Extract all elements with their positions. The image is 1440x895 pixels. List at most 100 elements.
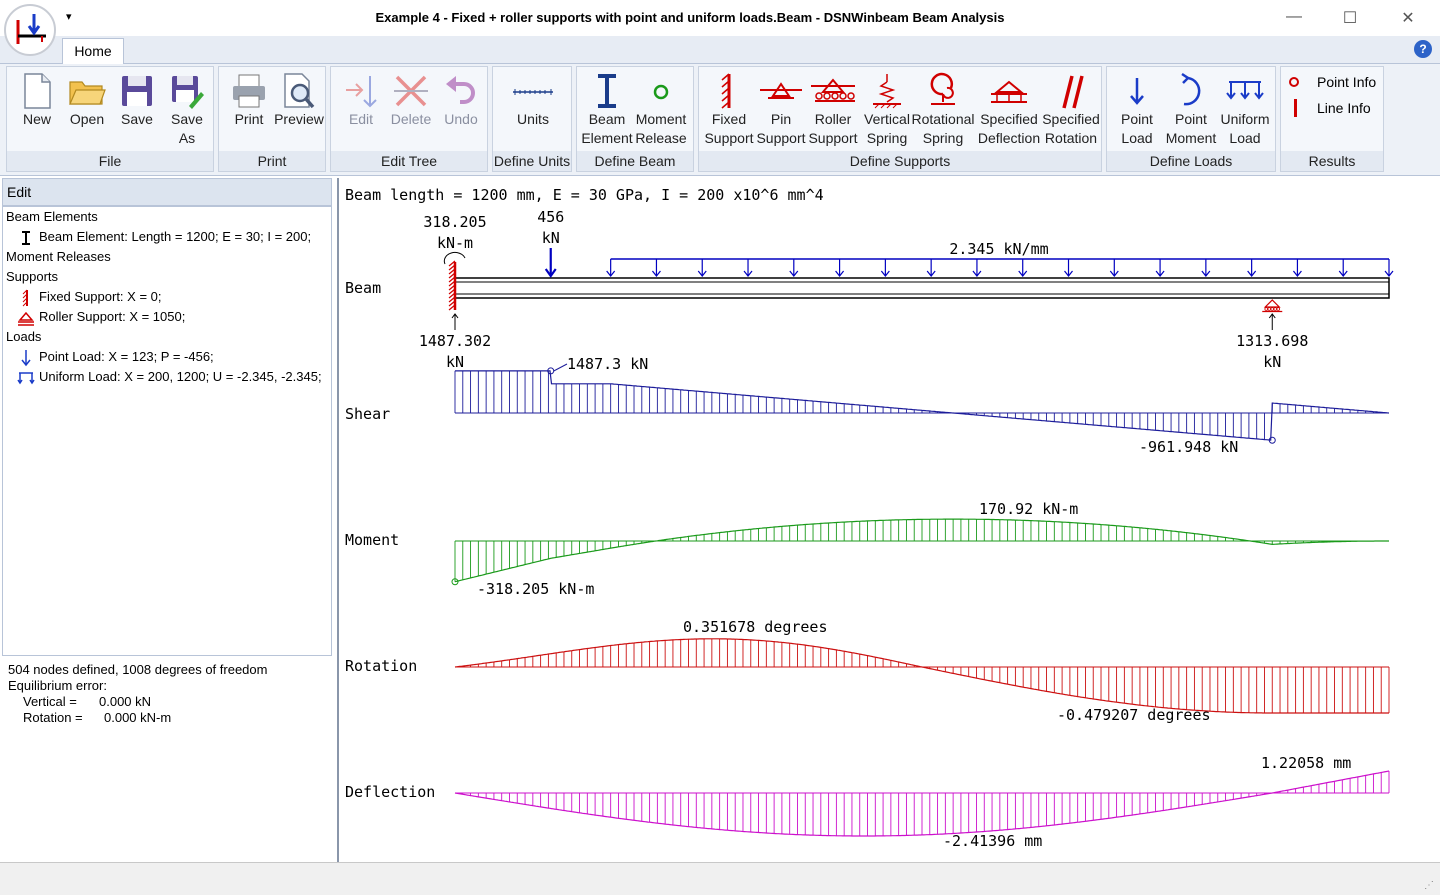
tree-item-roller-support[interactable]: Roller Support: X = 1050;: [17, 307, 185, 327]
row-label-deflection: Deflection: [345, 783, 435, 801]
save-button[interactable]: Save: [111, 69, 163, 149]
left-reaction-unit: kN: [446, 353, 464, 371]
uniform-load-label: Uniform Load: [1220, 111, 1270, 146]
model-tree[interactable]: Beam Elements Beam Element: Length = 120…: [2, 206, 332, 656]
uniform-load-arrow-head: [1201, 270, 1211, 277]
deflection-min-label: -2.41396 mm: [943, 832, 1042, 850]
units-button[interactable]: Units: [507, 69, 559, 149]
vertical-error-label: Vertical =: [23, 694, 77, 709]
fixed-hatch-line: [448, 296, 456, 303]
fixed-hatch-line: [448, 264, 456, 271]
roller-wheel: [1273, 307, 1278, 311]
tree-node-beam-elements[interactable]: Beam Elements: [6, 209, 98, 224]
tree-item-uniform-load[interactable]: Uniform Load: X = 200, 1200; U = -2.345,…: [17, 367, 322, 387]
resize-grip-icon[interactable]: ⋰: [1424, 880, 1434, 891]
point-load-button[interactable]: Point Load: [1111, 69, 1163, 149]
app-menu-button[interactable]: [4, 4, 56, 56]
delete-button[interactable]: Delete: [385, 69, 437, 149]
ribbon-tab-row: Home ?: [0, 36, 1440, 65]
print-preview-icon: [284, 73, 315, 109]
rotation-error-label: Rotation =: [23, 710, 83, 725]
save-label: Save: [121, 111, 153, 127]
equilibrium-error-label: Equilibrium error:: [8, 678, 107, 693]
define-loads-group-label: Define Loads: [1107, 151, 1275, 171]
delete-x-icon: [394, 75, 428, 107]
point-info-button[interactable]: Point Info: [1289, 71, 1376, 93]
left-reaction-value: 1487.302: [419, 332, 491, 350]
rotation-error-value: 0.000 kN-m: [104, 710, 172, 725]
tree-item-beam-element[interactable]: Beam Element: Length = 1200; E = 30; I =…: [17, 227, 311, 247]
uniform-load-arrow-head: [972, 270, 982, 277]
uniform-load-button[interactable]: Uniform Load: [1219, 69, 1271, 149]
specified-deflection-button[interactable]: Specified Deflection: [978, 69, 1040, 149]
uniform-load-arrow-head: [835, 270, 845, 277]
tree-item-fixed-support[interactable]: Fixed Support: X = 0;: [17, 287, 161, 307]
vertical-spring-label: Vertical Spring: [864, 111, 910, 146]
point-moment-button[interactable]: Point Moment: [1165, 69, 1217, 149]
close-button[interactable]: ✕: [1401, 10, 1415, 27]
minimize-button[interactable]: —: [1286, 8, 1302, 25]
point-load-arrow-icon: [21, 349, 31, 366]
help-icon[interactable]: ?: [1414, 40, 1432, 58]
group-file: New Open Save Save As File: [6, 66, 214, 172]
group-results: Point Info Line Info Results: [1280, 66, 1384, 172]
tree-item-point-load[interactable]: Point Load: X = 123; P = -456;: [17, 347, 214, 367]
uniform-load-label: 2.345 kN/mm: [949, 240, 1048, 258]
uniform-load-arrow-head: [926, 270, 936, 277]
uniform-load-icon: [1226, 81, 1264, 100]
tree-node-moment-releases[interactable]: Moment Releases: [6, 249, 111, 264]
roller-support-button[interactable]: Roller Support: [807, 69, 859, 149]
uniform-load-arrow-head: [1109, 270, 1119, 277]
new-document-icon: [24, 73, 51, 109]
tree-node-loads[interactable]: Loads: [6, 329, 42, 344]
moment-diagram: [451, 518, 1389, 586]
fixed-support-button[interactable]: Fixed Support: [703, 69, 755, 149]
uniform-load-arrow-head: [1247, 270, 1257, 277]
fixed-moment-arrow-icon: [443, 251, 466, 265]
new-button[interactable]: New: [11, 69, 63, 149]
save-as-button[interactable]: Save As: [161, 69, 213, 149]
fixed-hatch-line: [448, 304, 456, 311]
fixed-moment-value: 318.205: [423, 213, 486, 231]
print-button[interactable]: Print: [223, 69, 275, 149]
specified-rotation-button[interactable]: Specified Rotation: [1042, 69, 1100, 149]
beam-element-button[interactable]: Beam Element: [581, 69, 633, 149]
edit-label: Edit: [348, 111, 374, 127]
uniform-load-arrows: [606, 258, 1394, 277]
specified-rotation-label: Specified Rotation: [1042, 111, 1100, 146]
title-bar: ▾ Example 4 - Fixed + roller supports wi…: [0, 0, 1440, 36]
rotational-spring-label: Rotational Spring: [911, 111, 975, 146]
moment-release-button[interactable]: Moment Release: [635, 69, 687, 149]
save-as-icon: [172, 76, 204, 109]
quick-access-dropdown-icon[interactable]: ▾: [66, 11, 72, 23]
uniform-load-icon: [17, 371, 35, 384]
rotational-spring-button[interactable]: Rotational Spring: [911, 69, 975, 149]
delete-label: Delete: [390, 111, 432, 127]
vertical-spring-icon: [873, 74, 901, 109]
group-edit-tree: Edit Delete Undo Edit Tree: [330, 66, 488, 172]
specified-deflection-icon: [991, 80, 1027, 103]
print-group-label: Print: [219, 151, 325, 171]
preview-button[interactable]: Preview: [273, 69, 325, 149]
open-button[interactable]: Open: [61, 69, 113, 149]
shear-diagram: [454, 363, 1390, 444]
point-load-arrow-icon: [1130, 78, 1144, 105]
pin-support-button[interactable]: Pin Support: [755, 69, 807, 149]
rotation-max-label: 0.351678 degrees: [683, 618, 828, 636]
fixed-support-item-text: Fixed Support: X = 0;: [39, 289, 162, 304]
fixed-hatch-line: [448, 276, 456, 283]
line-info-button[interactable]: Line Info: [1294, 97, 1371, 119]
tab-home[interactable]: Home: [62, 38, 124, 65]
new-label: New: [22, 111, 51, 127]
tree-node-supports[interactable]: Supports: [6, 269, 59, 284]
file-group-label: File: [7, 151, 213, 171]
undo-button[interactable]: Undo: [435, 69, 487, 149]
right-reaction-arrow: [1268, 313, 1276, 330]
edit-button[interactable]: Edit: [335, 69, 387, 149]
rotation-min-label: -0.479207 degrees: [1057, 706, 1211, 724]
maximize-button[interactable]: ☐: [1342, 10, 1358, 27]
open-label: Open: [69, 111, 105, 127]
shear-max-label: 1487.3 kN: [567, 355, 648, 373]
vertical-spring-button[interactable]: Vertical Spring: [861, 69, 913, 149]
point-load-unit: kN: [542, 229, 560, 247]
